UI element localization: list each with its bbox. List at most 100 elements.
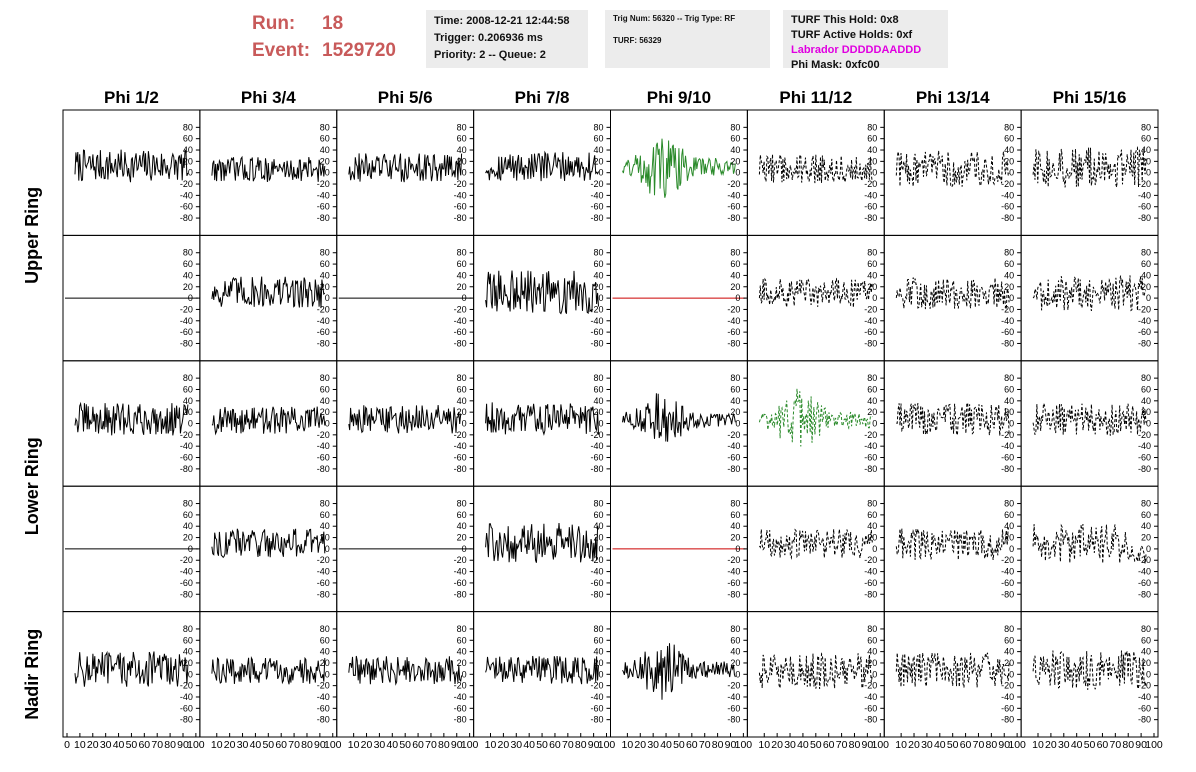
y-tick-label: -80: [317, 213, 330, 223]
x-tick-label: 40: [660, 739, 672, 751]
y-tick-label: 40: [867, 521, 877, 531]
x-tick-label: 80: [1122, 739, 1134, 751]
x-tick-label: 60: [1097, 739, 1109, 751]
x-tick-label: 20: [87, 739, 99, 751]
y-tick-label: 20: [457, 658, 467, 668]
y-tick-label: -80: [180, 464, 193, 474]
y-tick-label: -40: [1001, 190, 1014, 200]
y-tick-label: -20: [180, 430, 193, 440]
y-tick-label: 20: [593, 407, 603, 417]
waveform-line: [348, 405, 462, 434]
y-tick-label: 0: [598, 168, 603, 178]
x-tick-label: 100: [1145, 739, 1163, 751]
waveform-line: [485, 655, 599, 685]
y-tick-label: -80: [180, 338, 193, 348]
y-tick-label: 80: [867, 624, 877, 634]
waveform-line: [485, 402, 599, 436]
y-tick-label: -20: [727, 179, 740, 189]
y-tick-label: -20: [317, 681, 330, 691]
y-tick-label: 20: [1141, 658, 1151, 668]
y-tick-label: 60: [593, 259, 603, 269]
labrador-text: Labrador DDDDDAADDD: [791, 44, 922, 56]
y-tick-label: 40: [320, 270, 330, 280]
y-tick-label: -60: [180, 453, 193, 463]
y-tick-label: -80: [1001, 338, 1014, 348]
y-tick-label: -60: [317, 703, 330, 713]
y-tick-label: 60: [1141, 134, 1151, 144]
column-title: Phi 1/2: [104, 88, 159, 107]
y-tick-label: -40: [727, 316, 740, 326]
y-tick-label: 0: [325, 168, 330, 178]
waveform-line: [348, 655, 463, 686]
waveform-line: [1032, 523, 1147, 564]
y-tick-label: -20: [1001, 179, 1014, 189]
y-tick-label: -40: [317, 692, 330, 702]
y-tick-label: 60: [1004, 134, 1014, 144]
y-tick-label: 20: [320, 658, 330, 668]
y-tick-label: -40: [317, 441, 330, 451]
y-tick-label: 20: [183, 282, 193, 292]
y-tick-label: 20: [1004, 156, 1014, 166]
y-tick-label: 0: [462, 669, 467, 679]
x-tick-label: 50: [536, 739, 548, 751]
x-tick-label: 70: [1109, 739, 1121, 751]
y-tick-label: 80: [320, 624, 330, 634]
y-tick-label: 60: [730, 134, 740, 144]
y-tick-label: -40: [727, 190, 740, 200]
y-tick-label: 0: [735, 669, 740, 679]
y-tick-label: -80: [1001, 213, 1014, 223]
y-tick-label: 40: [320, 396, 330, 406]
waveform-line: [211, 406, 326, 436]
y-tick-label: 0: [1009, 419, 1014, 429]
y-tick-label: 0: [1009, 669, 1014, 679]
y-tick-label: 60: [730, 259, 740, 269]
waveform-line: [485, 522, 599, 563]
y-tick-label: 20: [320, 533, 330, 543]
y-tick-label: -60: [180, 202, 193, 212]
y-tick-label: 80: [183, 248, 193, 258]
y-tick-label: 40: [457, 145, 467, 155]
y-tick-label: -60: [1138, 202, 1151, 212]
y-tick-label: -80: [317, 338, 330, 348]
y-tick-label: 20: [457, 407, 467, 417]
phi-mask-text: Phi Mask: 0xfc00: [791, 59, 880, 71]
turf-text: TURF: 56329: [613, 36, 662, 45]
y-tick-label: 0: [735, 419, 740, 429]
y-tick-label: -20: [727, 555, 740, 565]
y-tick-label: 20: [320, 156, 330, 166]
y-tick-label: -60: [1001, 703, 1014, 713]
y-tick-label: 20: [730, 282, 740, 292]
turf-box: TURF This Hold: 0x8 TURF Active Holds: 0…: [783, 10, 948, 71]
waveform-line: [758, 652, 873, 690]
waveform-line: [895, 277, 1010, 310]
y-tick-label: 40: [730, 270, 740, 280]
y-tick-label: 60: [1141, 510, 1151, 520]
y-tick-label: 80: [593, 122, 603, 132]
y-tick-label: 80: [1004, 499, 1014, 509]
priority-text: Priority: 2 -- Queue: 2: [434, 49, 546, 61]
x-tick-label: 80: [575, 739, 587, 751]
x-tick-label: 100: [598, 739, 616, 751]
y-tick-label: 80: [1004, 373, 1014, 383]
y-tick-label: 60: [1004, 510, 1014, 520]
x-tick-label: 30: [100, 739, 112, 751]
column-title: Phi 13/14: [916, 88, 990, 107]
y-tick-label: 40: [1141, 145, 1151, 155]
trigger-text: Trigger: 0.206936 ms: [434, 32, 543, 44]
y-tick-label: 20: [730, 156, 740, 166]
x-tick-label: 40: [523, 739, 535, 751]
x-tick-label: 20: [634, 739, 646, 751]
waveform-line: [1032, 145, 1147, 188]
x-tick-label: 40: [1071, 739, 1083, 751]
y-tick-label: 0: [735, 544, 740, 554]
y-tick-label: -20: [317, 555, 330, 565]
y-tick-label: -40: [590, 190, 603, 200]
y-tick-label: -20: [864, 304, 877, 314]
y-tick-label: -80: [864, 338, 877, 348]
x-tick-label: 70: [973, 739, 985, 751]
y-tick-label: -20: [590, 555, 603, 565]
y-tick-label: -60: [180, 703, 193, 713]
y-tick-label: 80: [730, 499, 740, 509]
y-tick-label: -60: [1138, 703, 1151, 713]
